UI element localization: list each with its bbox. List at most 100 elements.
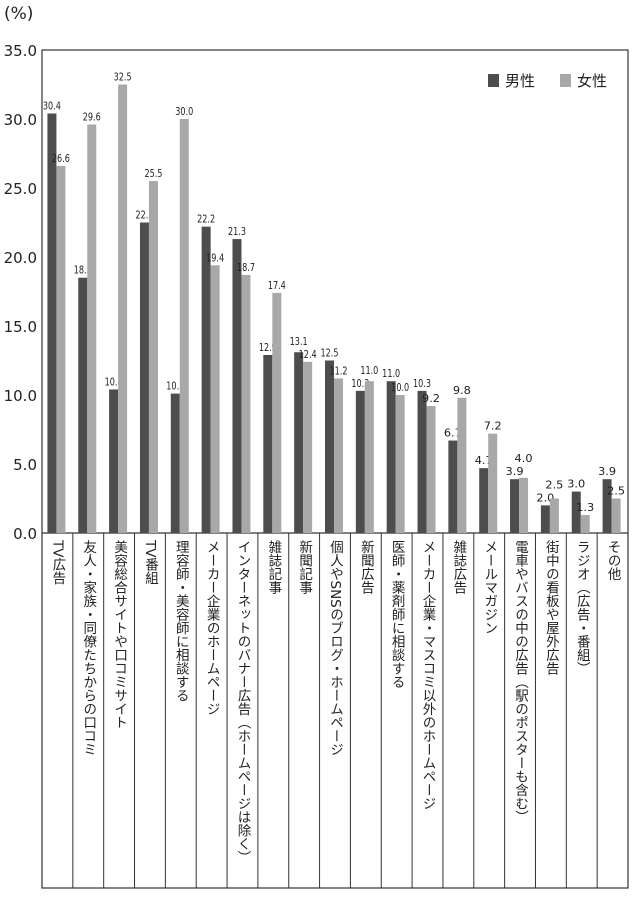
plot-frame [41, 49, 629, 889]
legend-label-male: 男性 [505, 72, 536, 90]
bar-female [426, 406, 436, 533]
bar-male [47, 113, 57, 533]
legend-swatch-female [560, 74, 571, 87]
category-label: 理容師・美容師に相談する [172, 540, 189, 702]
data-label: 12.4 [299, 348, 317, 361]
legend-male: 男性 [488, 70, 535, 91]
data-label: 32.5 [114, 71, 132, 84]
bar-female [241, 274, 251, 533]
data-label: 12.5 [321, 347, 339, 360]
bar-female [210, 265, 220, 533]
category-label: 医師・薬剤師に相談する [388, 540, 405, 689]
bar-female [580, 515, 590, 533]
bar-female [549, 498, 559, 533]
bar-male [386, 381, 396, 533]
y-tick-label: 20.0 [4, 249, 37, 267]
data-label: 30.0 [175, 105, 193, 118]
bar-female [334, 378, 343, 533]
category-label: メーカー企業のホームページ [203, 540, 220, 716]
category-label: 雑誌広告 [450, 540, 467, 594]
bar-male [540, 505, 550, 533]
bar-male [510, 479, 520, 533]
category-label: 新聞記事 [296, 540, 313, 594]
bar-male [201, 226, 211, 533]
bar-male [448, 440, 458, 533]
y-tick-label: 5.0 [13, 456, 37, 474]
data-label: 9.8 [453, 384, 471, 397]
data-label: 10.0 [391, 381, 409, 394]
bar-female [87, 124, 97, 534]
category-label: メーカー企業・マスコミ以外のホームページ [419, 540, 436, 810]
bar-female [457, 397, 467, 533]
bar-female [364, 381, 374, 533]
category-label: TV広告 [49, 540, 66, 585]
data-label: 26.6 [52, 152, 70, 165]
data-label: 11.0 [382, 367, 400, 380]
bar-female [519, 477, 529, 533]
data-label: 29.6 [83, 111, 101, 124]
bar-female [303, 361, 313, 533]
category-label: 友人・家族・同僚たちからの口コミ [80, 540, 97, 756]
bar-male [232, 239, 242, 533]
data-label: 19.4 [206, 251, 224, 264]
category-label: インターネットのバナー広告（ホームページは除く） [234, 540, 251, 864]
bar-male [571, 491, 581, 533]
y-tick-label: 0.0 [13, 525, 37, 543]
bar-male [479, 468, 489, 533]
bar-male [263, 354, 273, 533]
category-label: その他 [604, 540, 621, 581]
data-label: 2.5 [607, 485, 625, 498]
category-label: 電車やバスの中の広告（駅のポスターも含む） [512, 540, 529, 824]
data-label: 9.2 [422, 392, 440, 405]
bar-female [118, 84, 128, 533]
bar-female [611, 498, 621, 533]
unit-label: (%) [4, 4, 34, 24]
data-label: 4.0 [515, 452, 533, 465]
bar-female [395, 395, 405, 533]
data-label: 17.4 [268, 279, 286, 292]
data-label: 3.0 [567, 478, 585, 491]
y-tick-label: 35.0 [4, 42, 37, 60]
bar-male [602, 479, 612, 533]
bar-male [294, 352, 304, 533]
data-label: 25.5 [144, 167, 162, 180]
bar-male [417, 390, 427, 533]
bar-male [355, 390, 365, 533]
category-label: ラジオ（広告・番組） [573, 540, 590, 675]
category-label: 美容総合サイトや口コミサイト [111, 540, 128, 729]
category-label: 新聞広告 [357, 540, 374, 594]
category-label: メールマガジン [481, 540, 498, 635]
data-label: 1.3 [576, 501, 594, 514]
legend-label-female: 女性 [577, 72, 608, 90]
category-label: 個人やSNSのブログ・ホームページ [327, 540, 343, 757]
y-tick-label: 30.0 [4, 111, 37, 129]
data-label: 7.2 [484, 420, 502, 433]
legend-female: 女性 [560, 70, 607, 91]
data-label: 2.5 [545, 478, 563, 491]
y-tick-label: 25.0 [4, 180, 37, 198]
bar-female [148, 181, 158, 533]
bar-female [488, 433, 498, 533]
data-label: 11.0 [360, 364, 378, 377]
data-label: 13.1 [290, 335, 308, 348]
bar-male [139, 222, 149, 533]
category-label: 雑誌記事 [265, 540, 282, 594]
category-label: TV番組 [141, 540, 158, 585]
data-label: 21.3 [228, 225, 246, 238]
bar-male [78, 277, 88, 533]
bar-female [272, 292, 282, 533]
y-tick-label: 15.0 [4, 318, 37, 336]
data-label: 22.2 [197, 213, 215, 226]
y-tick-label: 10.0 [4, 387, 37, 405]
bar-female [179, 119, 189, 533]
data-label: 10.3 [413, 377, 431, 390]
legend-swatch-male [488, 74, 499, 87]
bar-male [170, 393, 180, 533]
bar-female [56, 165, 66, 534]
data-label: 11.2 [330, 364, 348, 377]
data-label: 3.9 [598, 465, 616, 478]
data-label: 30.4 [43, 99, 61, 112]
bar-male [109, 389, 119, 533]
